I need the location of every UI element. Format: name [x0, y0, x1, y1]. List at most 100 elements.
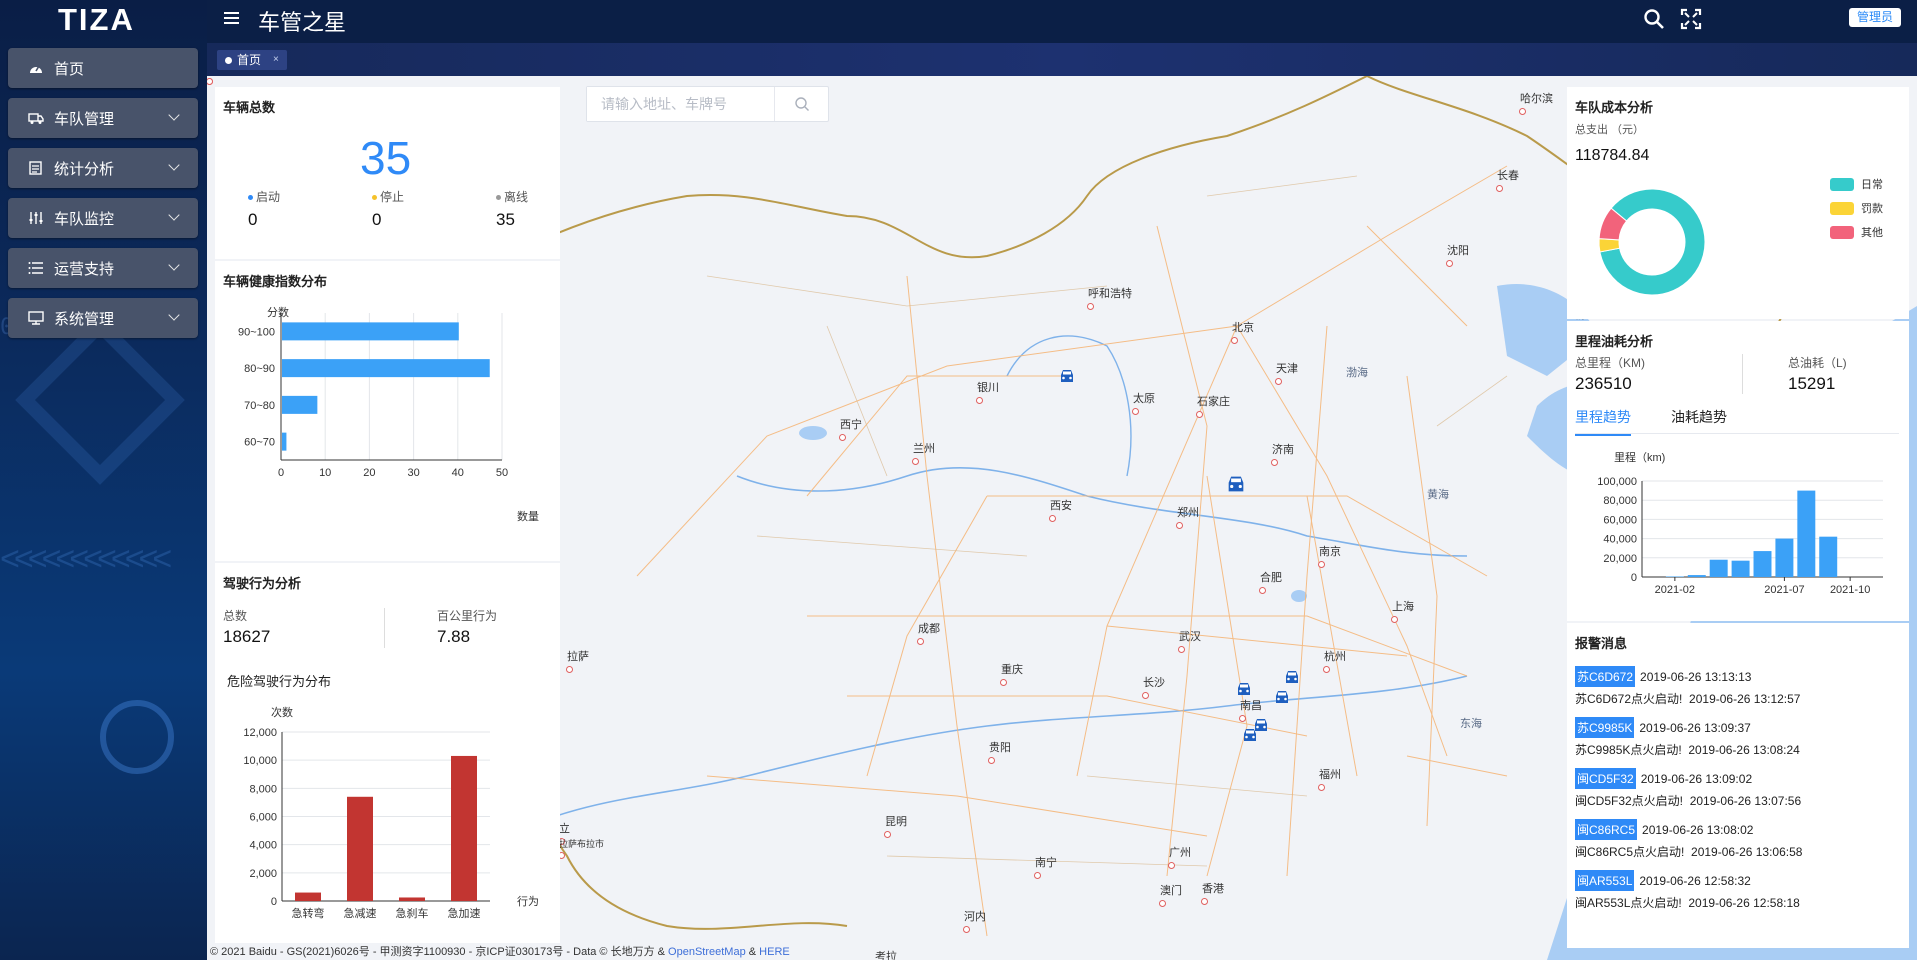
map-search-input[interactable] — [587, 87, 774, 121]
city-label: 上海 — [1391, 598, 1414, 623]
attribution-separator: & — [748, 946, 757, 958]
city-label: 沈阳 — [1446, 242, 1469, 267]
menu-toggle-icon[interactable] — [224, 12, 239, 25]
city-label: 天津 — [1275, 360, 1298, 385]
legend-swatch — [1830, 225, 1854, 239]
stat-stopped-value: 0 — [372, 210, 382, 229]
city-label: 澳门 — [1159, 882, 1182, 907]
city-label: 成都 — [917, 620, 940, 645]
pie-slice — [1598, 207, 1628, 241]
stat-offline-value: 35 — [496, 210, 515, 229]
pie-slice — [1599, 188, 1706, 296]
tick-label: 30 — [407, 467, 419, 479]
alarm-time: 2019-06-26 12:58:32 — [1639, 874, 1751, 888]
alarm-time: 2019-06-26 13:09:02 — [1640, 772, 1753, 786]
stat-started-value: 0 — [248, 210, 258, 229]
vehicle-total-value: 35 — [360, 132, 412, 184]
vehicle-marker-icon[interactable] — [1241, 726, 1259, 744]
tab-fuel-trend[interactable]: 油耗趋势 — [1671, 409, 1727, 425]
close-icon[interactable]: × — [273, 54, 279, 65]
chevron-down-icon — [168, 209, 180, 221]
city-label: 呼和浩特 — [1087, 285, 1132, 310]
vehicle-marker-icon[interactable] — [1252, 716, 1270, 734]
sidebar-item-support[interactable]: 运营支持 — [8, 248, 198, 288]
category-label: 70~80 — [244, 400, 275, 412]
search-icon[interactable] — [1643, 8, 1665, 30]
driving-total-value: 18627 — [223, 627, 271, 646]
bar — [282, 322, 459, 341]
chart-ylabel: 次数 — [271, 707, 293, 719]
city-label: 西安 — [1049, 497, 1072, 522]
status-dot-icon — [496, 195, 501, 201]
top-bar: 车管之星 管理员 — [207, 0, 1917, 43]
vehicle-marker-icon[interactable] — [1225, 473, 1247, 495]
city-label: 西宁 — [839, 416, 862, 441]
map-search-button[interactable] — [774, 87, 828, 121]
sidebar-item-home[interactable]: 首页 — [8, 48, 198, 88]
sidebar-item-label: 统计分析 — [54, 160, 115, 178]
sidebar-item-system[interactable]: 系统管理 — [8, 298, 198, 338]
tab-home[interactable]: 首页 × — [217, 50, 287, 70]
city-label: 合肥 — [1259, 569, 1282, 594]
cost-pie-chart — [1598, 188, 1706, 296]
alarm-header[interactable]: 苏C6D672 2019-06-26 13:13:13 — [1575, 666, 1751, 687]
status-dot-icon — [248, 195, 253, 201]
card-title: 车辆总数 — [223, 100, 276, 115]
vehicle-marker-icon[interactable] — [1283, 668, 1301, 686]
bar — [1819, 536, 1838, 577]
tab-mileage-trend[interactable]: 里程趋势 — [1575, 407, 1631, 436]
vehicle-marker-icon[interactable] — [1235, 680, 1253, 698]
tick-label: 20,000 — [1603, 553, 1637, 565]
sea-label: 黄海 — [1427, 489, 1449, 501]
alarm-message: 闽AR553L点火启动! 2019-06-26 12:58:18 — [1575, 896, 1800, 910]
sidebar-item-label: 首页 — [54, 60, 85, 78]
alarm-message: 闽CD5F32点火启动! 2019-06-26 13:07:56 — [1575, 794, 1802, 808]
vehicle-marker-icon[interactable] — [1273, 688, 1291, 706]
city-label: 石家庄 — [1196, 393, 1230, 418]
city-label: 杭州 — [1323, 648, 1346, 673]
chevron-down-icon — [168, 259, 180, 271]
alarm-message: 苏C9985K点火启动! 2019-06-26 13:08:24 — [1575, 743, 1800, 757]
sidebar-item-label: 车队管理 — [54, 110, 115, 128]
alarm-header[interactable]: 闽C86RC5 2019-06-26 13:08:02 — [1575, 819, 1753, 840]
vehicle-marker-icon[interactable] — [1058, 367, 1076, 385]
city-label: 重庆 — [1000, 661, 1023, 686]
city-label: 银川 — [976, 379, 999, 404]
legend-item: 日常 — [1830, 176, 1883, 192]
alarm-header[interactable]: 闽AR553L 2019-06-26 12:58:32 — [1575, 870, 1751, 891]
attribution-link[interactable]: OpenStreetMap — [668, 946, 746, 958]
city-label: 兰州 — [912, 440, 935, 465]
stat-offline-label: 离线 — [496, 188, 528, 205]
category-label: 60~70 — [244, 437, 275, 449]
fullscreen-icon[interactable] — [1680, 8, 1702, 30]
tick-label: 6,000 — [249, 812, 277, 824]
health-card: 车辆健康指数分布 分数 数量 0 10 20 30 40 50 90~100 80~90 70~… — [215, 261, 560, 561]
alarm-message: 闽C86RC5点火启动! 2019-06-26 13:06:58 — [1575, 845, 1803, 859]
bar — [282, 359, 490, 378]
chart-ylabel: 分数 — [267, 307, 289, 319]
mileage-value: 236510 — [1575, 374, 1632, 393]
tick-label: 50 — [496, 467, 508, 479]
legend-swatch — [1830, 177, 1854, 191]
admin-button[interactable]: 管理员 — [1848, 8, 1901, 27]
city-label: 太原 — [1132, 390, 1155, 415]
legend-item: 其他 — [1830, 224, 1883, 240]
alarm-header[interactable]: 闽CD5F32 2019-06-26 13:09:02 — [1575, 768, 1752, 789]
city-label: 贵阳 — [988, 739, 1011, 764]
attribution-link[interactable]: HERE — [759, 946, 790, 958]
chart-xlabel: 数量 — [517, 511, 539, 523]
alarm-header[interactable]: 苏C9985K 2019-06-26 13:09:37 — [1575, 717, 1751, 738]
divider — [384, 608, 385, 648]
sidebar-item-label: 运营支持 — [54, 260, 115, 278]
driving-total-label: 总数 — [223, 609, 248, 623]
sidebar-item-stats[interactable]: 统计分析 — [8, 148, 198, 188]
bar — [1709, 559, 1728, 577]
sidebar-item-monitor[interactable]: 车队监控 — [8, 198, 198, 238]
bar — [282, 395, 318, 414]
city-label: 郑州 — [1176, 504, 1199, 529]
sea-label: 渤海 — [1346, 367, 1368, 379]
sidebar-item-fleet[interactable]: 车队管理 — [8, 98, 198, 138]
fuel-label: 总油耗（L) — [1788, 356, 1847, 370]
logo[interactable]: TIZA — [58, 2, 135, 37]
tick-label: 100,000 — [1597, 476, 1637, 488]
